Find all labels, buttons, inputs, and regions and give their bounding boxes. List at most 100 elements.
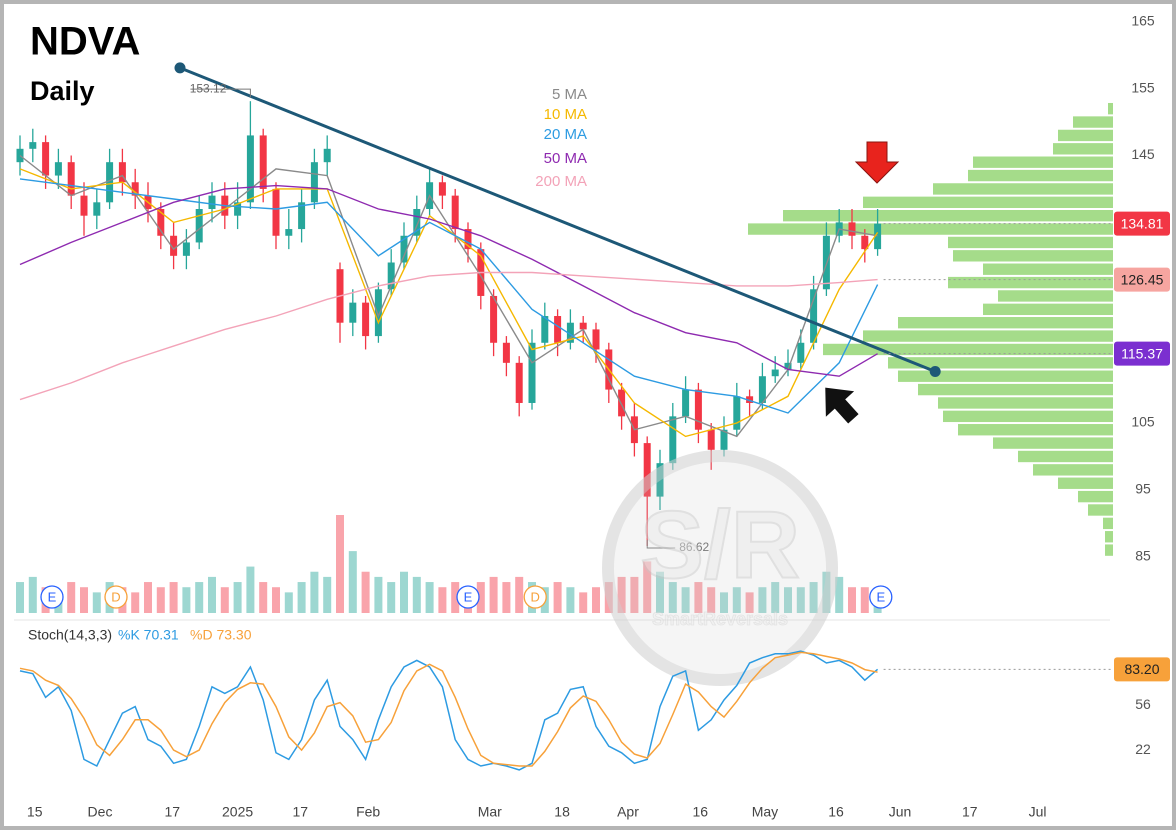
candle-body bbox=[54, 162, 62, 176]
candle-body bbox=[720, 429, 728, 450]
volume-profile-bar bbox=[933, 183, 1113, 195]
candle-body bbox=[694, 389, 702, 430]
volume-bar bbox=[361, 571, 370, 613]
x-tick-label: 15 bbox=[27, 804, 43, 820]
volume-bar bbox=[310, 571, 319, 613]
volume-profile-bar bbox=[1033, 464, 1113, 476]
volume-profile-bar bbox=[1018, 450, 1113, 463]
volume-bar bbox=[489, 576, 498, 613]
volume-bar bbox=[336, 515, 344, 613]
volume-profile-bar bbox=[1053, 143, 1113, 155]
candle-body bbox=[208, 195, 216, 210]
volume-bar bbox=[694, 582, 703, 613]
candle-body bbox=[131, 182, 139, 196]
candle-body bbox=[643, 443, 651, 497]
trendline-end bbox=[929, 366, 941, 378]
volume-profile-bar bbox=[948, 276, 1113, 289]
volume-bar bbox=[745, 592, 754, 613]
volume-bar bbox=[425, 582, 434, 613]
event-marker bbox=[523, 585, 547, 609]
trendline bbox=[179, 66, 936, 373]
candle-body bbox=[374, 289, 382, 337]
legend-entry: %K 70.31 bbox=[118, 627, 179, 643]
candle-body bbox=[733, 396, 741, 430]
candle-body bbox=[80, 195, 88, 216]
candle-body bbox=[566, 322, 574, 343]
volume-profile-bar bbox=[898, 370, 1113, 382]
red-arrow bbox=[854, 141, 900, 184]
candle-body bbox=[515, 362, 523, 403]
x-tick-label: 16 bbox=[828, 804, 844, 820]
volume-profile-bar bbox=[983, 303, 1113, 316]
x-tick-label: Jul bbox=[1029, 804, 1047, 820]
volume-bar bbox=[732, 587, 741, 613]
price-tag-label: 134.81 bbox=[1121, 215, 1164, 231]
y-tick-label: 105 bbox=[1131, 414, 1155, 430]
candle-body bbox=[170, 235, 178, 256]
volume-profile-bar bbox=[968, 169, 1113, 182]
annotation-bracket bbox=[190, 88, 251, 98]
candle-body bbox=[874, 223, 882, 250]
event-label: E bbox=[876, 589, 885, 604]
volume-bar bbox=[374, 576, 383, 613]
volume-profile-bar bbox=[1058, 477, 1113, 489]
volume-bar bbox=[28, 576, 37, 613]
x-tick-label: Mar bbox=[478, 804, 502, 820]
volume-bar bbox=[92, 592, 101, 613]
volume-profile-bar bbox=[998, 290, 1113, 302]
volume-profile-bar bbox=[993, 437, 1113, 449]
trendline-end bbox=[174, 62, 186, 74]
volume-profile-bar bbox=[953, 250, 1113, 262]
price-tag bbox=[1114, 211, 1170, 236]
volume-profile-bar bbox=[983, 263, 1113, 275]
volume-profile-bar bbox=[748, 223, 1113, 235]
volume-bar bbox=[835, 576, 844, 613]
volume-bar bbox=[259, 582, 268, 613]
volume-profile-bar bbox=[1108, 102, 1113, 115]
candle-body bbox=[93, 202, 101, 216]
candle-body bbox=[16, 148, 24, 163]
candle-body bbox=[118, 162, 126, 183]
volume-profile-bar bbox=[823, 343, 1113, 356]
x-tick-label: 16 bbox=[693, 804, 709, 820]
volume-bar bbox=[169, 582, 178, 613]
watermark: S/R SmartReversals bbox=[602, 450, 838, 686]
candle-body bbox=[400, 235, 408, 263]
chart-subtitle: Daily bbox=[30, 76, 95, 106]
price-tag-label: 115.37 bbox=[1121, 345, 1163, 361]
price-tag bbox=[1114, 267, 1170, 292]
volume-bar bbox=[438, 587, 447, 613]
candle-body bbox=[285, 229, 293, 236]
y-tick-label: 155 bbox=[1131, 79, 1155, 95]
event-marker bbox=[456, 585, 480, 609]
y-tick-label: 22 bbox=[1135, 741, 1151, 757]
volume-bar bbox=[323, 576, 332, 613]
candle-body bbox=[438, 182, 446, 196]
volume-bar bbox=[720, 592, 728, 613]
y-tick-label: 95 bbox=[1135, 481, 1151, 497]
candle-body bbox=[810, 289, 818, 343]
y-tick-label: 85 bbox=[1135, 548, 1151, 564]
volume-bar bbox=[80, 587, 88, 613]
candle-body bbox=[246, 135, 254, 203]
volume-bar bbox=[412, 576, 421, 613]
volume-bar bbox=[592, 587, 600, 613]
volume-profile-bar bbox=[863, 196, 1113, 209]
candle-body bbox=[451, 195, 459, 230]
candle-body bbox=[554, 316, 562, 343]
y-tick-label: 165 bbox=[1131, 12, 1155, 28]
volume-bar bbox=[246, 566, 255, 613]
volume-bar bbox=[579, 592, 588, 613]
legend-entry: 5 MA bbox=[552, 86, 587, 103]
candle-body bbox=[323, 148, 331, 163]
price-tag-label: 126.45 bbox=[1121, 271, 1164, 287]
candle-body bbox=[272, 188, 280, 236]
volume-bar bbox=[758, 587, 767, 613]
volume-bar bbox=[681, 587, 690, 613]
x-tick-label: Dec bbox=[88, 804, 113, 820]
event-label: E bbox=[48, 589, 57, 604]
volume-bar bbox=[848, 587, 856, 613]
volume-bar bbox=[220, 587, 229, 613]
legend-entry: 50 MA bbox=[544, 150, 587, 167]
volume-bar bbox=[502, 582, 511, 613]
